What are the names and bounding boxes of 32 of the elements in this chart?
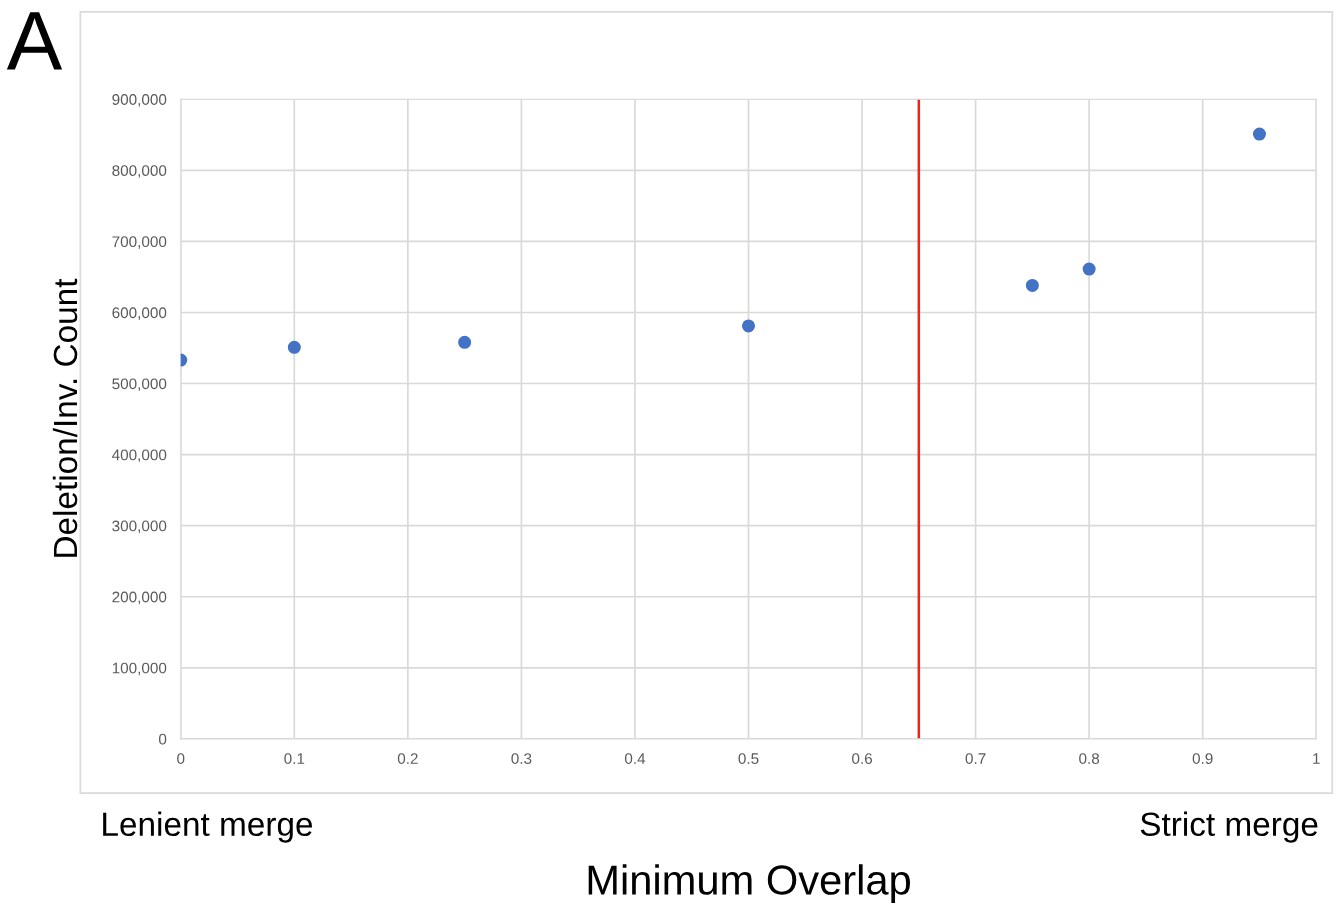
point <box>741 319 756 333</box>
x-tick-label: 0.9 <box>1192 753 1213 764</box>
text: Strict merge <box>1140 811 1318 843</box>
x-tick-label: 0 <box>177 753 185 764</box>
point <box>1252 127 1266 141</box>
point <box>287 340 301 354</box>
x-tick-label: 0.7 <box>965 753 986 764</box>
x-tick-label: 0.4 <box>624 753 646 764</box>
y-tick-label: 500,000 <box>112 378 167 392</box>
y-tick-label: 400,000 <box>112 449 167 463</box>
x-tick-label: 0.3 <box>511 753 532 764</box>
text: Lenient merge <box>103 811 313 843</box>
y-tick-label: 200,000 <box>112 591 167 605</box>
x-tick-label: 0.8 <box>1079 753 1100 764</box>
x-tick-label: 0.2 <box>397 753 418 764</box>
y-tick-label: 0 <box>158 733 167 745</box>
y-tick-label: 300,000 <box>112 520 167 534</box>
point <box>1025 278 1039 292</box>
text: A <box>6 12 63 70</box>
point <box>458 335 472 349</box>
y-tick-label: 800,000 <box>112 165 167 178</box>
x-tick-label: 0.5 <box>738 753 759 764</box>
y-tick-label: 700,000 <box>112 236 167 249</box>
y-tick-label: 600,000 <box>112 307 167 320</box>
x-tick-label: 0.6 <box>852 753 872 764</box>
point <box>1082 262 1096 276</box>
y-tick-label: 900,000 <box>112 94 167 107</box>
y-axis-title: Deletion/Inv. Count <box>52 278 78 557</box>
x-tick-label: 0.1 <box>284 753 305 764</box>
x-axis-title: Minimum Overlap <box>588 864 910 904</box>
x-tick-label: 1 <box>1313 753 1320 764</box>
y-tick-label: 100,000 <box>112 662 167 676</box>
